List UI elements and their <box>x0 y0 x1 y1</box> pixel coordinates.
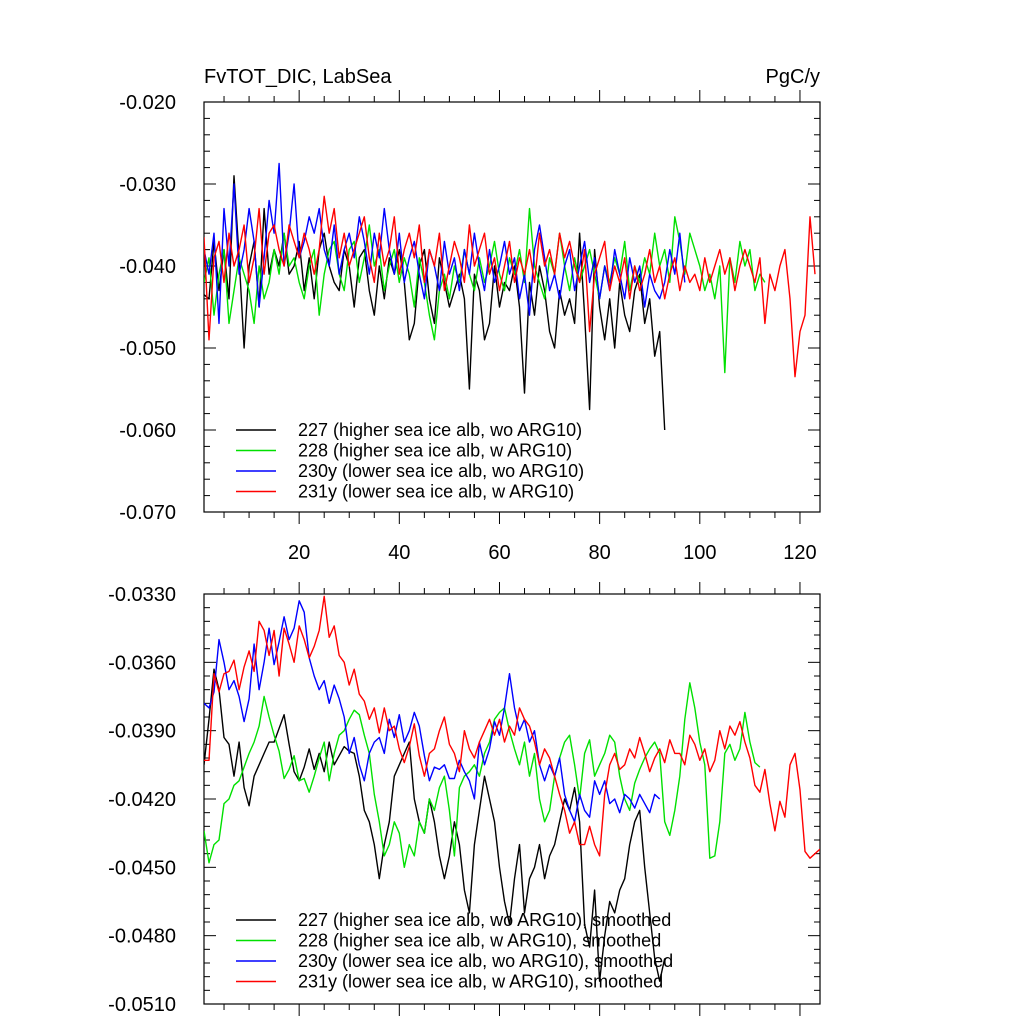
y-tick-label: -0.0330 <box>108 584 176 606</box>
legend-label-0: 227 (higher sea ice alb, wo ARG10), smoo… <box>298 910 671 930</box>
y-tick-label: -0.050 <box>119 338 176 360</box>
y-tick-label: -0.030 <box>119 174 176 196</box>
y-tick-label: -0.020 <box>119 92 176 114</box>
series-line-1 <box>204 682 761 868</box>
x-tick-label: 80 <box>589 542 611 564</box>
x-tick-label: 20 <box>288 542 310 564</box>
y-tick-label: -0.0390 <box>108 721 176 743</box>
bottom-chart-panel: -0.0330 -0.0360 -0.0390 -0.0420 -0.0450 -0.04… <box>108 582 821 1016</box>
chart-units-label: PgC/y <box>766 66 820 88</box>
x-tick-label: 40 <box>388 542 410 564</box>
series-line-0 <box>204 668 666 982</box>
y-tick-label: -0.0480 <box>108 926 176 948</box>
y-tick-label: -0.0420 <box>108 789 176 811</box>
x-tick-label: 60 <box>488 542 510 564</box>
y-tick-label: -0.0450 <box>108 857 176 879</box>
legend-label-1: 228 (higher sea ice alb, w ARG10), smoot… <box>298 931 661 951</box>
legend-label-2: 230y (lower sea ice alb, wo ARG10), smoo… <box>298 951 673 971</box>
y-tick-label: -0.0360 <box>108 652 176 674</box>
series-line-0 <box>204 175 666 431</box>
legend-label-3: 231y (lower sea ice alb, w ARG10) <box>298 482 574 502</box>
legend-label-1: 228 (higher sea ice alb, w ARG10) <box>298 441 572 461</box>
plot-frame <box>203 101 821 513</box>
y-tick-label: -0.0510 <box>108 994 176 1016</box>
x-tick-label: 120 <box>783 542 816 564</box>
y-tick-label: -0.060 <box>119 420 176 442</box>
series-line-2 <box>204 162 686 325</box>
x-tick-label: 100 <box>683 542 716 564</box>
chart-title-left: FvTOT_DIC, LabSea <box>204 66 392 88</box>
legend-label-0: 227 (higher sea ice alb, wo ARG10) <box>298 420 582 440</box>
series-line-3 <box>204 195 816 378</box>
legend-label-2: 230y (lower sea ice alb, wo ARG10) <box>298 461 584 481</box>
series-line-2 <box>204 600 661 823</box>
y-tick-label: -0.040 <box>119 256 176 278</box>
legend-label-3: 231y (lower sea ice alb, w ARG10), smoot… <box>298 972 663 992</box>
y-tick-label: -0.070 <box>119 502 176 524</box>
series-line-3 <box>204 595 820 859</box>
top-chart-panel: -0.020 -0.030 -0.040 -0.050 -0.060 -0.070 20 40… <box>119 90 821 564</box>
